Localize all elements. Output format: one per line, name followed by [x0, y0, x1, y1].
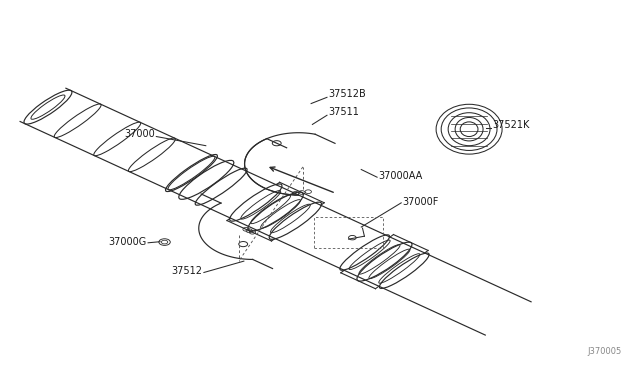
Text: 37511: 37511 — [328, 107, 359, 117]
Text: J370005: J370005 — [587, 347, 621, 356]
Text: 37000: 37000 — [124, 129, 155, 138]
Text: 37000AA: 37000AA — [378, 171, 422, 182]
Text: 37512B: 37512B — [328, 89, 366, 99]
Text: 37000F: 37000F — [403, 197, 439, 207]
Text: 37521K: 37521K — [493, 120, 530, 130]
Text: 37512: 37512 — [172, 266, 203, 276]
Text: 37000G: 37000G — [109, 237, 147, 247]
